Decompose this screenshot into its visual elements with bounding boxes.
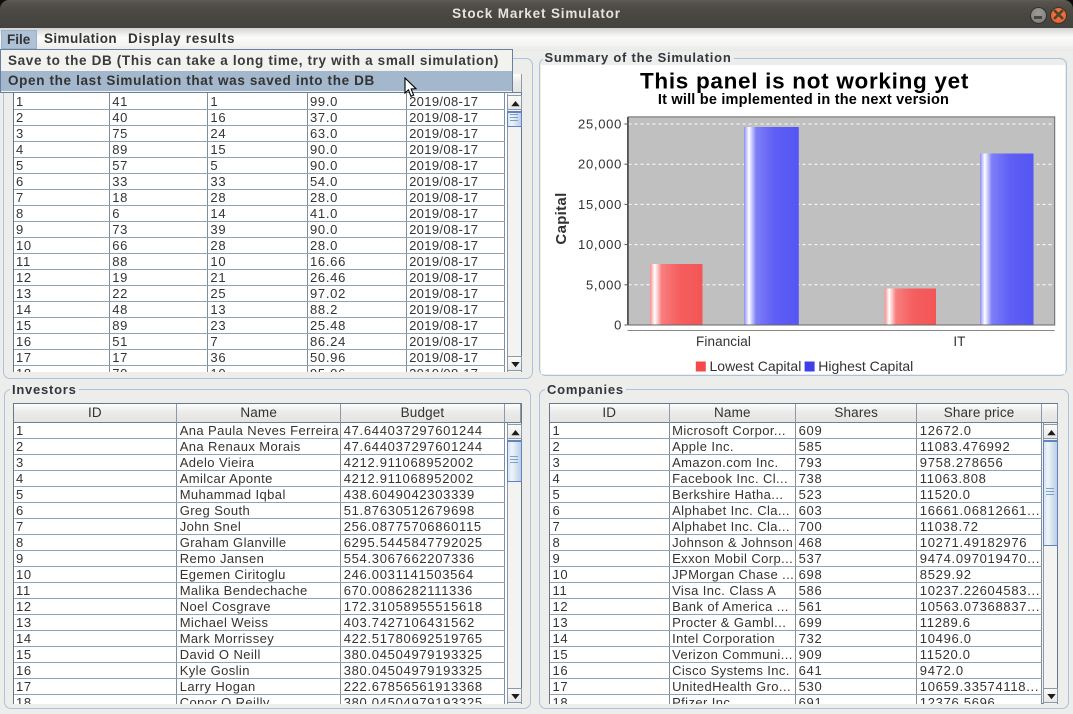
svg-text:15,000: 15,000 [578, 196, 622, 211]
svg-text:Lowest Capital: Lowest Capital [710, 358, 802, 374]
svg-text:This panel is not working yet: This panel is not working yet [640, 68, 969, 93]
svg-text:0: 0 [614, 317, 622, 332]
svg-text:IT: IT [953, 334, 965, 349]
svg-text:5,000: 5,000 [586, 277, 622, 292]
svg-text:Financial: Financial [696, 334, 751, 349]
svg-text:10,000: 10,000 [578, 237, 622, 252]
svg-text:20,000: 20,000 [578, 156, 622, 171]
svg-text:Highest Capital: Highest Capital [818, 358, 913, 374]
svg-text:Capital: Capital [553, 192, 570, 244]
svg-text:25,000: 25,000 [578, 116, 622, 131]
svg-text:It will be implemented in the: It will be implemented in the next versi… [658, 92, 949, 108]
